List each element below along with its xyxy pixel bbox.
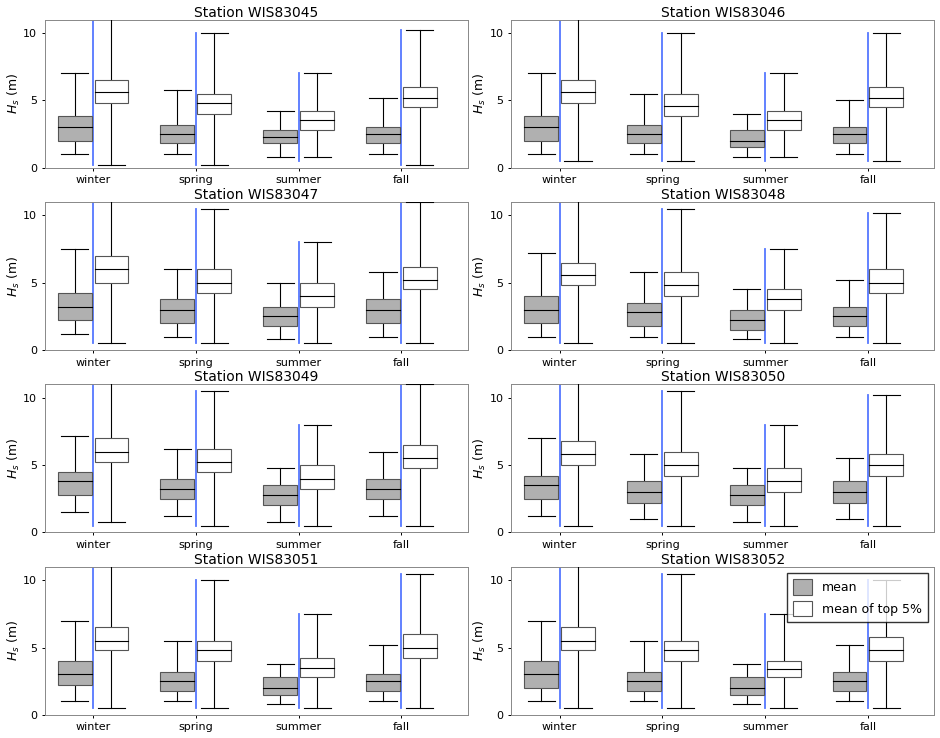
Bar (833, 672, 867, 691)
Bar (300, 465, 334, 489)
Bar (403, 634, 437, 658)
Bar (161, 672, 195, 691)
Bar (57, 661, 91, 685)
Bar (95, 627, 129, 650)
Bar (95, 256, 129, 283)
Bar (263, 307, 297, 325)
Title: Station WIS83051: Station WIS83051 (195, 553, 319, 567)
Y-axis label: $H_s$ (m): $H_s$ (m) (472, 438, 488, 479)
Title: Station WIS83052: Station WIS83052 (661, 553, 785, 567)
Bar (664, 94, 697, 117)
Title: Station WIS83047: Station WIS83047 (195, 188, 319, 202)
Bar (767, 468, 801, 492)
Bar (729, 310, 763, 330)
Bar (403, 87, 437, 107)
Bar (664, 272, 697, 296)
Bar (300, 658, 334, 677)
Bar (95, 438, 129, 463)
Bar (57, 472, 91, 494)
Bar (767, 661, 801, 677)
Bar (870, 269, 903, 294)
Bar (366, 127, 400, 143)
Title: Station WIS83046: Station WIS83046 (661, 6, 785, 19)
Bar (870, 637, 903, 661)
Bar (300, 283, 334, 307)
Bar (870, 455, 903, 476)
Title: Station WIS83048: Station WIS83048 (661, 188, 785, 202)
Bar (561, 263, 595, 286)
Bar (767, 289, 801, 310)
Bar (525, 296, 558, 323)
Bar (833, 127, 867, 143)
Bar (627, 672, 661, 691)
Bar (197, 94, 231, 114)
Bar (729, 486, 763, 506)
Bar (561, 441, 595, 465)
Bar (767, 111, 801, 130)
Bar (833, 307, 867, 325)
Bar (525, 476, 558, 499)
Bar (870, 87, 903, 107)
Bar (95, 80, 129, 103)
Bar (197, 269, 231, 294)
Bar (664, 641, 697, 661)
Bar (525, 117, 558, 141)
Bar (263, 486, 297, 506)
Legend: mean, mean of top 5%: mean, mean of top 5% (787, 573, 928, 622)
Bar (197, 449, 231, 472)
Bar (833, 481, 867, 503)
Bar (627, 481, 661, 503)
Y-axis label: $H_s$ (m): $H_s$ (m) (6, 620, 22, 661)
Bar (161, 478, 195, 499)
Bar (57, 117, 91, 141)
Bar (263, 677, 297, 694)
Y-axis label: $H_s$ (m): $H_s$ (m) (6, 438, 22, 479)
Bar (729, 130, 763, 148)
Bar (197, 641, 231, 661)
Bar (627, 303, 661, 325)
Title: Station WIS83049: Station WIS83049 (195, 370, 319, 384)
Bar (161, 299, 195, 323)
Bar (664, 452, 697, 476)
Title: Station WIS83045: Station WIS83045 (195, 6, 319, 19)
Bar (561, 627, 595, 650)
Bar (627, 125, 661, 143)
Bar (366, 299, 400, 323)
Bar (366, 675, 400, 691)
Bar (403, 266, 437, 289)
Bar (300, 111, 334, 130)
Bar (263, 130, 297, 143)
Y-axis label: $H_s$ (m): $H_s$ (m) (472, 73, 488, 114)
Title: Station WIS83050: Station WIS83050 (661, 370, 785, 384)
Bar (729, 677, 763, 694)
Bar (366, 478, 400, 499)
Y-axis label: $H_s$ (m): $H_s$ (m) (6, 255, 22, 297)
Bar (161, 125, 195, 143)
Y-axis label: $H_s$ (m): $H_s$ (m) (472, 620, 488, 661)
Bar (57, 294, 91, 320)
Bar (403, 445, 437, 468)
Bar (525, 661, 558, 688)
Bar (561, 80, 595, 103)
Y-axis label: $H_s$ (m): $H_s$ (m) (6, 73, 22, 114)
Y-axis label: $H_s$ (m): $H_s$ (m) (472, 255, 488, 297)
